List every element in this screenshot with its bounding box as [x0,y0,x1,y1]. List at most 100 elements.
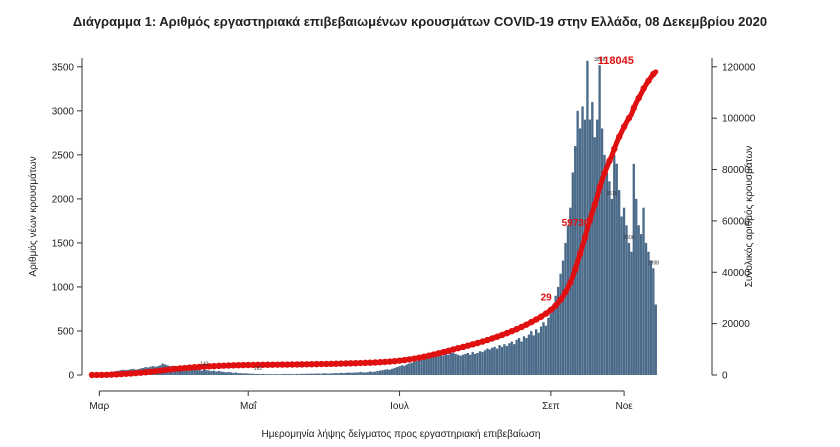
daily-bar [195,369,199,375]
daily-bar [444,352,448,375]
daily-bar [366,372,369,375]
daily-bar [322,373,325,375]
daily-bar [500,346,504,375]
daily-bar [452,352,455,375]
daily-bar [532,335,535,375]
daily-bar [420,360,423,375]
bar-value-label: 161 [254,366,263,372]
daily-bar [430,355,433,375]
daily-bar [412,361,416,375]
daily-bar [535,329,538,375]
cumulative-point [118,370,125,378]
cumulative-point [450,346,457,353]
daily-bar [347,372,350,375]
cumulative-point [523,321,530,328]
daily-bar [356,372,360,375]
daily-bar [649,260,653,375]
y-left-tick-label: 1500 [52,238,75,249]
cumulative-point [542,310,550,317]
daily-bar [361,372,365,375]
cumulative-point [362,359,369,367]
daily-bar [403,365,406,375]
daily-bar [342,373,345,375]
cumulative-point [171,365,179,373]
x-axis-title: Ημερομηνία λήψης δείγματος προς εργαστηρ… [262,428,541,440]
cumulative-point [391,357,398,365]
daily-bar [561,260,565,375]
daily-bar [398,366,401,375]
daily-bar [381,370,384,375]
cumulative-point [484,336,491,344]
cumulative-point [435,350,442,357]
cumulative-point [601,169,608,177]
cumulative-point [274,361,281,368]
daily-bar [373,371,377,375]
daily-bar [215,371,218,375]
cumulative-point [635,94,642,102]
daily-bar [495,348,499,375]
cumulative-point [640,85,647,92]
daily-bar [320,373,323,375]
y-right-tick-label: 80000 [722,165,750,176]
daily-bar [261,373,264,375]
y-left-tick-label: 2000 [52,194,75,205]
daily-bar [486,348,489,375]
daily-bar [625,225,628,375]
cumulative-point [191,364,198,371]
cumulative-point [572,265,579,273]
daily-bar [271,374,274,375]
cumulative-annotation: 59730 [562,218,590,229]
daily-bar [264,374,267,375]
daily-bar [283,373,286,375]
cumulative-point [210,362,218,370]
cumulative-point [611,145,618,153]
daily-bar [225,372,228,375]
cumulative-point [288,361,296,368]
daily-bar [473,353,477,375]
daily-bar [644,242,648,375]
cumulative-point [186,364,193,371]
y-right-axis-title: Συνολικός αριθμός κρουσμάτων [743,146,755,288]
daily-bar [422,358,426,375]
daily-bar [642,207,645,375]
daily-bar [317,373,321,375]
cumulative-point [88,371,96,379]
daily-bar [617,190,621,375]
daily-bar [603,154,606,375]
daily-bar [220,371,223,375]
cumulative-point [606,157,613,165]
daily-bar [239,373,242,375]
daily-bar [425,357,428,375]
daily-bar [632,163,635,375]
daily-bar [469,354,472,375]
labels-group: 133 161 3568 3518 2500 2398 1212 29 59730 118045 [200,0,686,372]
daily-bar [549,313,552,375]
daily-bar [237,373,240,375]
daily-bar [212,370,216,375]
cumulative-point [122,370,130,377]
daily-bar [376,371,379,375]
daily-bar [539,326,543,375]
daily-bar [610,198,613,375]
daily-bar [464,353,467,375]
daily-bar [388,369,391,375]
daily-bar [286,374,289,375]
daily-bar [300,373,304,375]
daily-bar [515,339,518,375]
cumulative-point [386,358,393,365]
cumulative-point [205,363,213,370]
daily-bar [530,330,533,375]
cumulative-point [181,364,188,372]
daily-bar [544,325,548,375]
daily-bar [337,373,340,375]
daily-bar [315,373,318,375]
y-left-tick-label: 2500 [52,150,75,161]
daily-bar [508,343,511,375]
cumulative-point [415,354,423,361]
daily-bar [415,360,418,375]
daily-bar [359,371,362,375]
daily-bar [193,369,196,375]
daily-bar [308,373,311,375]
cumulative-point [249,361,257,369]
cumulative-point [513,325,520,333]
